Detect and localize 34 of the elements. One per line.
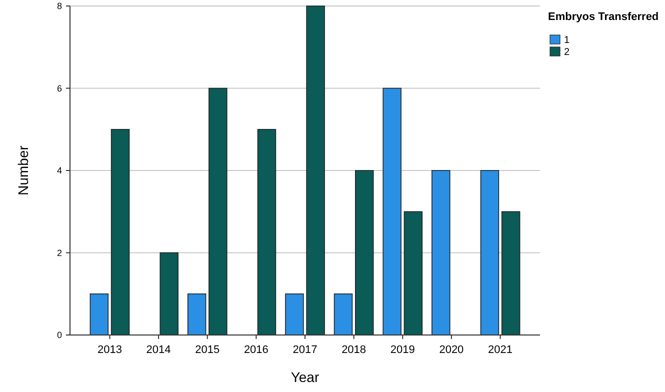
y-axis-title: Number [15,145,31,196]
bar [257,128,276,336]
bar [285,293,304,336]
x-axis-title: Year [290,369,320,385]
x-tick-label: 2021 [488,344,513,356]
x-tick-label: 2015 [195,344,220,356]
bar [208,88,228,336]
bar [382,88,402,336]
bar [501,211,520,336]
x-tick-label: 2016 [244,344,268,356]
bar [432,170,450,336]
bar [404,211,423,336]
legend-label: 1 [564,35,570,46]
bar [334,293,353,336]
x-tick-label: 2014 [146,344,171,356]
y-tick-label: 6 [56,83,62,94]
y-tick-label: 0 [56,330,62,340]
x-tick-label: 2013 [97,344,122,356]
bar [160,252,178,336]
bar [110,128,130,336]
y-tick-label: 8 [56,1,62,12]
legend-title: Embryos Transferred [548,11,659,23]
x-tick-label: 2020 [439,344,464,356]
bar [187,293,206,336]
x-tick-label: 2019 [390,344,415,356]
bar [480,170,500,336]
bar [355,170,374,336]
legend-label: 2 [564,47,570,58]
x-tick-label: 2017 [292,344,318,356]
y-tick-label: 2 [56,248,62,258]
bar [90,293,109,336]
y-tick-label: 4 [56,166,62,176]
x-tick-label: 2018 [342,344,366,356]
bar [306,6,325,336]
